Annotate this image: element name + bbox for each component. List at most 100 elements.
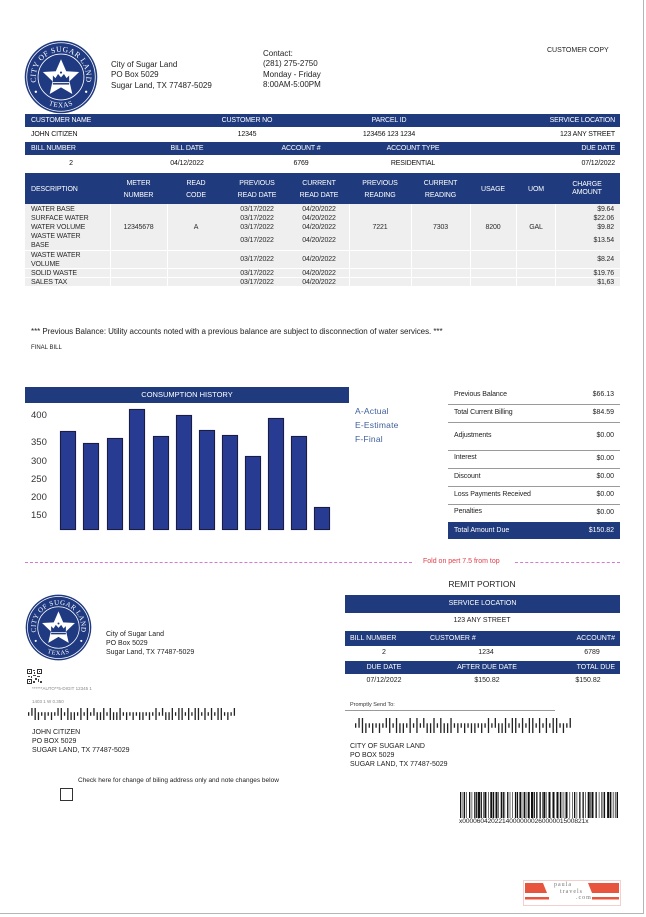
customer-no-header: CUSTOMER NO <box>221 117 273 124</box>
summary-label: Total Current Billing <box>454 409 513 416</box>
remit-sender-address: City of Sugar Land PO Box 5029 Sugar Lan… <box>106 630 194 657</box>
send-to-address: CITY OF SUGAR LAND PO BOX 5029 SUGAR LAN… <box>350 742 448 769</box>
consumption-bar <box>222 435 238 530</box>
sender-city-state-zip: Sugar Land, TX 77487-5029 <box>111 80 212 90</box>
sender-po-box: PO Box 5029 <box>111 70 159 80</box>
sender-address: City of Sugar Land PO Box 5029 Sugar Lan… <box>111 60 212 91</box>
unit-of-measure: GAL <box>529 224 543 231</box>
account-number-value: 6769 <box>293 160 309 167</box>
account-type-value: RESIDENTIAL <box>390 160 436 167</box>
remit-due-date-value: 07/12/2022 <box>366 677 402 684</box>
charge-amount: $8.24 <box>597 256 614 263</box>
customer-copy-label: CUSTOMER COPY <box>547 47 609 54</box>
summary-label: Discount <box>454 473 481 480</box>
summary-value: $84.59 <box>592 409 614 416</box>
charge-description: SALES TAX <box>31 278 68 286</box>
charge-row: SOLID WASTE 03/17/2022 04/20/2022 $19.76 <box>25 269 620 278</box>
summary-label: Adjustments <box>454 432 492 439</box>
remit-service-location-value: 123 ANY STREET <box>453 617 511 624</box>
previous-reading: 7221 <box>372 224 388 231</box>
column-divider <box>516 204 517 286</box>
account-number-header: ACCOUNT # <box>281 145 321 152</box>
bill-number-header: BILL NUMBER <box>31 145 76 152</box>
previous-read-date-header-line2: READ DATE <box>237 192 277 199</box>
charge-row: WASTE WATER VOLUME 03/17/2022 04/20/2022… <box>25 251 620 269</box>
previous-reading-header-line2: READING <box>364 192 396 199</box>
charge-amount-header-line1: CHARGE <box>572 181 602 188</box>
sender-name: City of Sugar Land <box>111 60 178 69</box>
charge-amount: $13.54 <box>593 237 614 244</box>
service-location-header: SERVICE LOCATION <box>549 117 616 124</box>
previous-read-date: 03/17/2022 <box>240 215 274 222</box>
page-edge-bottom <box>0 913 644 914</box>
current-read-date-header-line2: READ DATE <box>299 192 339 199</box>
consumption-bar <box>129 408 145 530</box>
promptly-send-to-label: Promptly Send To: <box>350 702 395 708</box>
fold-line-left <box>25 562 412 563</box>
charge-amount: $22.06 <box>593 215 614 222</box>
final-bill-label: FINAL BILL <box>31 345 62 351</box>
charge-amount: $1,63 <box>597 278 614 286</box>
y-axis-tick: 150 <box>31 510 47 521</box>
consumption-bar <box>268 417 284 530</box>
current-reading-header-line2: READING <box>424 192 457 199</box>
previous-read-date: 03/17/2022 <box>240 269 274 277</box>
charge-row: SURFACE WATER 03/17/2022 04/20/2022 $22.… <box>25 214 620 223</box>
row-divider <box>25 250 620 251</box>
consumption-bar <box>199 429 215 530</box>
summary-label: Interest <box>454 454 477 461</box>
customer-postal-barcode <box>28 707 237 720</box>
qr-code-icon <box>27 669 42 684</box>
summary-value: $0.00 <box>596 509 614 516</box>
total-amount-due-value: $150.82 <box>588 527 614 534</box>
charge-description: SOLID WASTE <box>31 269 77 277</box>
column-divider <box>470 204 471 286</box>
current-read-date: 04/20/2022 <box>302 269 336 277</box>
current-read-date: 04/20/2022 <box>302 215 336 222</box>
remit-after-due-date-header: AFTER DUE DATE <box>457 664 517 671</box>
charge-amount-header-line2: AMOUNT <box>572 189 602 196</box>
previous-read-date: 03/17/2022 <box>240 278 274 286</box>
consumption-history-title: CONSUMPTION HISTORY <box>25 387 349 403</box>
row-divider <box>25 277 620 278</box>
customer-address-line1: PO BOX 5029 <box>32 738 77 745</box>
send-to-line1: PO BOX 5029 <box>350 752 395 759</box>
y-axis-tick: 350 <box>31 437 47 448</box>
contact-phone[interactable]: (281) 275-2750 <box>263 59 318 69</box>
contact-days: Monday - Friday <box>263 69 321 79</box>
y-axis-tick: 300 <box>31 456 47 467</box>
customer-address-name: JOHN CITIZEN <box>32 729 81 736</box>
charge-description: WASTE WATER BASE <box>31 233 81 249</box>
legend-final: F-Final <box>355 434 383 444</box>
previous-reading-header-line1: PREVIOUS <box>362 180 398 187</box>
current-read-date: 04/20/2022 <box>302 278 336 286</box>
watermark-text-line2: travels <box>560 888 583 895</box>
remit-after-due-date-value: $150.82 <box>474 677 500 684</box>
remit-due-date-header: DUE DATE <box>366 664 402 671</box>
due-date-header: DUE DATE <box>581 145 615 152</box>
page-edge-right <box>643 0 644 914</box>
send-to-line2: SUGAR LAND, TX 77487-5029 <box>350 761 448 768</box>
due-date-value: 07/12/2022 <box>581 160 615 167</box>
summary-divider <box>448 422 620 423</box>
legend-actual: A-Actual <box>355 406 389 416</box>
summary-value: $0.00 <box>596 491 614 498</box>
y-axis-tick: 400 <box>31 410 47 421</box>
column-divider <box>349 204 350 286</box>
account-info-values-row-2: 2 04/12/2022 6769 RESIDENTIAL 07/12/2022 <box>25 155 620 172</box>
usage-header: USAGE <box>480 186 505 193</box>
charges-body: WATER BASE 03/17/2022 04/20/2022 $9.64 S… <box>25 204 620 286</box>
remit-account-number-value: 6789 <box>584 649 600 656</box>
account-info-values-row-1: JOHN CITIZEN 12345 123456 123 1234 123 A… <box>25 127 620 142</box>
meter-number-header-line2: NUMBER <box>123 192 154 199</box>
summary-label: Penalties <box>454 508 482 515</box>
charge-amount: $9.82 <box>597 224 614 231</box>
consumption-bar <box>176 414 192 530</box>
mail-sort-code: ******AUTO**5-DIGIT 12345 1 <box>32 686 92 691</box>
consumption-bar <box>83 443 99 530</box>
change-address-checkbox[interactable] <box>60 788 73 801</box>
account-info-header-row-2: BILL NUMBER BILL DATE ACCOUNT # ACCOUNT … <box>25 142 620 155</box>
charge-amount: $9.64 <box>597 206 614 213</box>
current-read-date-header-line1: CURRENT <box>302 180 336 187</box>
